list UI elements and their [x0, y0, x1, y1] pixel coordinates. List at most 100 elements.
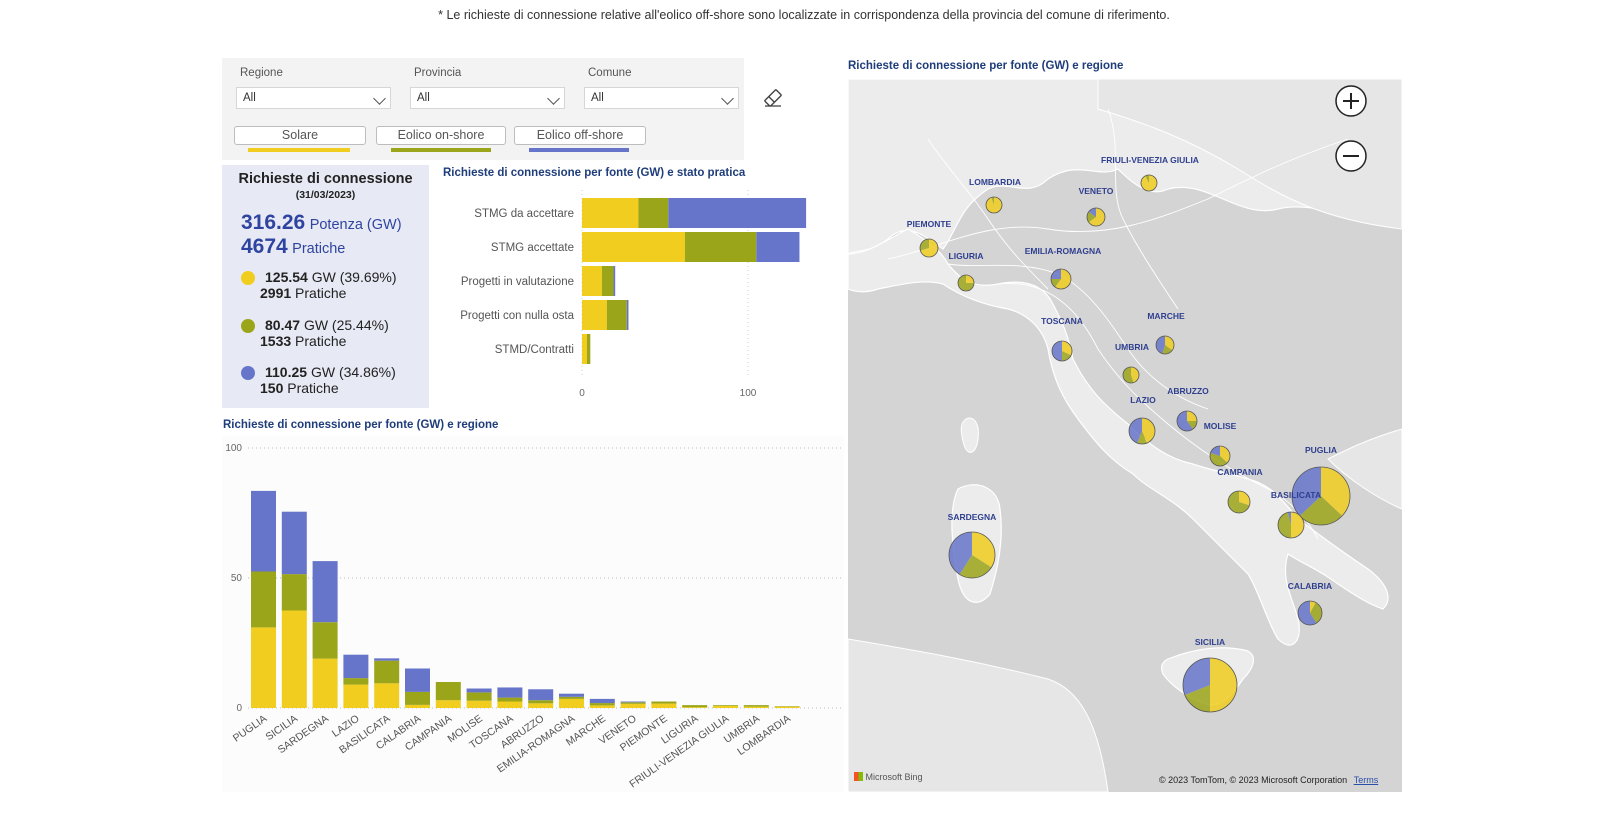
bar-segment[interactable]: [586, 334, 591, 364]
pie-slice[interactable]: [1088, 208, 1105, 226]
bar-segment[interactable]: [582, 232, 685, 262]
bar-segment[interactable]: [251, 571, 276, 628]
bar-segment[interactable]: [713, 705, 738, 706]
pie-slice[interactable]: [1184, 685, 1210, 712]
bar-segment[interactable]: [559, 693, 584, 697]
bar-segment[interactable]: [684, 232, 757, 262]
pie-slice[interactable]: [1210, 658, 1237, 712]
bar-segment[interactable]: [589, 703, 615, 706]
bar-segment[interactable]: [743, 706, 769, 708]
bar-segment[interactable]: [613, 266, 616, 296]
bar-segment[interactable]: [528, 689, 554, 701]
bar-segment[interactable]: [435, 700, 461, 708]
bar-segment[interactable]: [582, 334, 587, 364]
pie-slice[interactable]: [1228, 491, 1250, 513]
onshore-button[interactable]: Eolico on-shore: [376, 126, 506, 145]
bar-segment[interactable]: [620, 701, 646, 703]
bar-segment[interactable]: [343, 654, 369, 679]
pie-slice[interactable]: [1162, 345, 1173, 354]
pie-slice[interactable]: [1299, 496, 1343, 525]
bar-segment[interactable]: [405, 668, 430, 692]
bar-segment[interactable]: [774, 706, 800, 707]
bar-segment[interactable]: [559, 698, 584, 708]
zoom-out-icon[interactable]: [1335, 140, 1367, 172]
bar-segment[interactable]: [582, 198, 639, 228]
pie-slice[interactable]: [1210, 452, 1228, 466]
bar-segment[interactable]: [589, 705, 615, 708]
pie-slice[interactable]: [1292, 467, 1321, 516]
pie-slice[interactable]: [1287, 512, 1291, 525]
pie-slice[interactable]: [966, 275, 974, 283]
pie-slice[interactable]: [991, 197, 994, 205]
pie-slice[interactable]: [959, 555, 992, 578]
map[interactable]: LOMBARDIA FRIULI-VENEZIA GIULIA VENETO PIEM…: [848, 79, 1402, 792]
pie-slice[interactable]: [1051, 269, 1061, 279]
bar-segment[interactable]: [281, 610, 307, 709]
bar-segment[interactable]: [281, 511, 307, 575]
provincia-select[interactable]: All: [410, 87, 565, 109]
pie-slice[interactable]: [1123, 367, 1134, 383]
pie-slice[interactable]: [1310, 602, 1322, 624]
bar-segment[interactable]: [405, 704, 430, 708]
bar-segment[interactable]: [251, 490, 276, 572]
bar-segment[interactable]: [343, 684, 369, 708]
pie-slice[interactable]: [1062, 351, 1072, 361]
bar-segment[interactable]: [374, 683, 400, 708]
bar-segment[interactable]: [374, 658, 400, 661]
bar-segment[interactable]: [497, 687, 523, 698]
pie-slice[interactable]: [1087, 211, 1096, 223]
bar-segment[interactable]: [638, 198, 669, 228]
bar-segment[interactable]: [466, 692, 492, 701]
pie-slice[interactable]: [1187, 411, 1197, 421]
bar-segment[interactable]: [466, 700, 492, 708]
bar-segment[interactable]: [620, 703, 646, 708]
bar-segment[interactable]: [582, 300, 607, 330]
bar-segment[interactable]: [559, 696, 584, 699]
pie-slice[interactable]: [920, 239, 938, 257]
bar-segment[interactable]: [343, 678, 369, 685]
pie-slice[interactable]: [1145, 175, 1149, 183]
pie-slice[interactable]: [1137, 431, 1147, 445]
bar-segment[interactable]: [497, 697, 523, 702]
pie-slice[interactable]: [1321, 467, 1350, 516]
pie-slice[interactable]: [972, 532, 995, 568]
offshore-button[interactable]: Eolico off-shore: [514, 126, 646, 145]
bar-segment[interactable]: [312, 622, 338, 659]
bar-segment[interactable]: [251, 627, 276, 708]
bar-segment[interactable]: [682, 705, 708, 708]
regione-select[interactable]: All: [236, 87, 391, 109]
pie-slice[interactable]: [1156, 336, 1165, 354]
bar-segment[interactable]: [620, 702, 646, 704]
bar-segment[interactable]: [668, 198, 807, 228]
bar-segment[interactable]: [713, 705, 738, 708]
bar-segment[interactable]: [589, 698, 615, 704]
pie-slice[interactable]: [1131, 367, 1139, 383]
bar-segment[interactable]: [743, 705, 769, 707]
pie-slice[interactable]: [1278, 512, 1291, 538]
bar-segment[interactable]: [466, 688, 492, 693]
eraser-icon[interactable]: [762, 88, 784, 108]
terms-link[interactable]: Terms: [1353, 775, 1379, 785]
bar-segment[interactable]: [528, 703, 554, 708]
bar-segment[interactable]: [435, 682, 461, 701]
bar-segment[interactable]: [528, 700, 554, 704]
pie-slice[interactable]: [1055, 269, 1071, 289]
pie-slice[interactable]: [1142, 418, 1155, 444]
solare-button[interactable]: Solare: [234, 126, 366, 145]
pie-slice[interactable]: [1298, 601, 1317, 625]
bar-segment[interactable]: [374, 660, 400, 684]
pie-slice[interactable]: [948, 532, 972, 575]
bar-segment[interactable]: [774, 706, 800, 708]
bar-segment[interactable]: [497, 701, 523, 709]
bar-segment[interactable]: [582, 266, 602, 296]
pie-slice[interactable]: [958, 275, 974, 291]
comune-select[interactable]: All: [584, 87, 739, 109]
pie-slice[interactable]: [1177, 411, 1193, 432]
pie-slice[interactable]: [920, 239, 929, 251]
bar-segment[interactable]: [312, 658, 338, 708]
bar-segment[interactable]: [682, 707, 708, 708]
bar-segment[interactable]: [756, 232, 800, 262]
map-canvas[interactable]: LOMBARDIA FRIULI-VENEZIA GIULIA VENETO PIEM…: [848, 79, 1402, 792]
bar-segment[interactable]: [606, 300, 627, 330]
pie-slice[interactable]: [1220, 446, 1230, 463]
